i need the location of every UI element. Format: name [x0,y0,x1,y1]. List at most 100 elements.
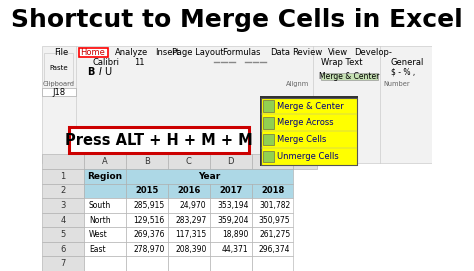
Bar [126,213,168,227]
Text: B: B [87,67,95,77]
Bar [210,154,252,169]
Bar [126,154,168,169]
Text: Alignm: Alignm [286,81,309,87]
Text: 283,297: 283,297 [175,215,207,224]
Bar [84,184,126,198]
Bar [264,117,273,128]
Bar [264,134,273,146]
Bar [210,198,252,213]
Text: B: B [144,157,150,166]
Text: Unmerge Cells: Unmerge Cells [277,152,338,161]
Bar [168,184,210,198]
Text: Paste: Paste [49,65,68,71]
Text: 5: 5 [61,230,66,239]
Bar [252,154,293,169]
Bar [126,184,168,198]
Bar [168,154,210,169]
Bar [84,227,126,242]
Text: 285,915: 285,915 [134,201,165,210]
Bar [252,242,293,256]
Bar [293,154,317,169]
Bar [44,53,73,83]
Bar [84,256,126,271]
Text: I: I [99,67,101,77]
Text: 4: 4 [61,215,66,224]
Text: 2017: 2017 [219,186,242,195]
Text: 11: 11 [134,58,144,67]
Text: 261,275: 261,275 [259,230,291,239]
Text: North: North [89,215,110,224]
Text: Analyze: Analyze [115,48,148,57]
Text: Calibri: Calibri [93,58,120,67]
Bar [264,151,273,162]
Bar [126,242,168,256]
Text: 117,315: 117,315 [175,230,207,239]
Text: C: C [186,157,191,166]
Bar [84,154,126,169]
Bar [252,213,293,227]
Bar [261,98,356,165]
Bar [70,127,249,153]
Bar [126,256,168,271]
Text: Merge Across: Merge Across [277,118,333,127]
Text: 3: 3 [61,201,66,210]
Text: 2: 2 [61,186,66,195]
Bar [42,198,84,213]
Text: 2018: 2018 [261,186,284,195]
Bar [260,96,358,166]
Text: Formulas: Formulas [222,48,260,57]
Bar [42,256,84,271]
Text: Insert: Insert [155,48,179,57]
Text: Merge & Center: Merge & Center [319,72,380,81]
Text: Merge Cells: Merge Cells [277,136,326,144]
Text: D: D [228,157,234,166]
Text: U: U [104,67,111,77]
Bar [84,213,126,227]
Bar [84,169,126,184]
Bar [84,198,126,213]
Text: 7: 7 [61,259,66,268]
Text: 18,890: 18,890 [222,230,248,239]
Bar [168,242,210,256]
Bar [42,227,84,242]
Text: 208,390: 208,390 [175,245,207,254]
Text: Year: Year [199,172,221,181]
Bar [210,256,252,271]
Bar [252,256,293,271]
Bar [168,198,210,213]
Bar [42,184,84,198]
Text: 6: 6 [61,245,66,254]
Bar [126,169,293,184]
Bar [168,213,210,227]
Bar [42,242,84,256]
Text: Press ALT + H + M + M: Press ALT + H + M + M [65,133,253,148]
Text: 359,204: 359,204 [217,215,248,224]
Text: East: East [89,245,105,254]
Text: 1: 1 [61,172,66,181]
Text: H: H [301,157,308,166]
Bar [252,227,293,242]
Text: Data: Data [270,48,290,57]
Bar [210,227,252,242]
Text: Review: Review [292,48,322,57]
Text: Develop-: Develop- [355,48,392,57]
Bar [210,242,252,256]
Bar [84,242,126,256]
Bar [42,213,84,227]
Text: E: E [270,157,275,166]
Bar [42,88,76,96]
Bar [210,213,252,227]
Bar [168,256,210,271]
Text: 278,970: 278,970 [133,245,165,254]
Text: 129,516: 129,516 [134,215,165,224]
Text: Number: Number [383,81,410,87]
Bar [42,154,84,169]
Text: $ - % ,: $ - % , [391,68,415,77]
Text: Merge & Center: Merge & Center [277,102,344,111]
Text: Clipboard: Clipboard [43,81,74,87]
Bar [252,198,293,213]
Bar [42,169,84,184]
Bar [126,198,168,213]
Text: West: West [89,230,108,239]
Text: 353,194: 353,194 [217,201,248,210]
